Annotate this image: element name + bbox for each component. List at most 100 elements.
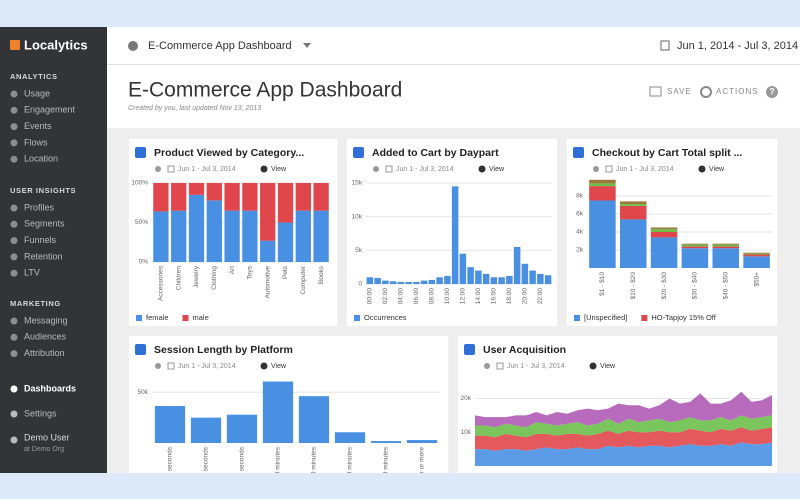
card-view[interactable]: View: [709, 166, 725, 173]
nav-icon[interactable]: [10, 139, 18, 147]
user-icon: [10, 436, 18, 444]
bottom-backdrop: [0, 473, 800, 499]
nav-icon[interactable]: [10, 90, 18, 98]
bar: [370, 441, 402, 443]
calendar-icon: [605, 165, 613, 173]
actions-button[interactable]: ACTIONS: [716, 87, 759, 96]
x-tick-label: 10 - 30 minutes: [347, 446, 354, 492]
x-tick-label: 18:00: [506, 288, 513, 305]
bar: [521, 263, 529, 284]
nav-item[interactable]: Messaging: [24, 315, 68, 325]
bar-segment: [295, 183, 311, 211]
bar-segment: [619, 205, 647, 220]
x-tick-label: 12:00: [460, 288, 467, 305]
y-tick-label: 2k: [576, 247, 584, 254]
app-selector[interactable]: E-Commerce App Dashboard: [148, 40, 292, 52]
bar: [444, 275, 451, 284]
view-icon[interactable]: [698, 165, 706, 173]
help-button[interactable]: ?: [769, 86, 775, 96]
nav-icon[interactable]: [10, 204, 18, 212]
bar-segment: [277, 222, 294, 262]
nav-item[interactable]: Engagement: [24, 105, 76, 115]
nav-item[interactable]: Events: [24, 121, 52, 131]
bar: [475, 270, 482, 284]
nav-icon[interactable]: [10, 237, 18, 245]
bar-segment: [743, 253, 770, 255]
nav-item[interactable]: Settings: [24, 408, 57, 418]
bar-segment: [681, 244, 709, 247]
card-view[interactable]: View: [489, 166, 505, 173]
card-icon: [353, 147, 364, 158]
nav-item[interactable]: Segments: [24, 219, 65, 229]
dropdown-caret[interactable]: [303, 43, 311, 48]
nav-item[interactable]: Profiles: [24, 202, 55, 212]
app-icon[interactable]: [128, 41, 138, 51]
view-icon[interactable]: [589, 362, 597, 370]
card-date: Jun 1 - Jul 3, 2014: [507, 363, 565, 370]
actions-icon[interactable]: [700, 86, 712, 98]
view-icon[interactable]: [260, 362, 268, 370]
date-range[interactable]: Jun 1, 2014 - Jul 3, 2014: [677, 40, 798, 52]
nav-icon[interactable]: [10, 333, 18, 341]
x-tick-label: 04:00: [398, 288, 405, 305]
help-icon[interactable]: [766, 86, 778, 98]
bar-segment: [206, 200, 222, 262]
info-icon: [593, 166, 599, 172]
x-tick-label: 0 seconds: [167, 446, 174, 476]
nav-item[interactable]: Dashboards: [24, 383, 76, 393]
nav-icon[interactable]: [10, 385, 18, 393]
nav-heading: USER INSIGHTS: [10, 186, 76, 195]
bar-segment: [206, 183, 222, 201]
nav-icon[interactable]: [10, 269, 18, 277]
nav-heading: MARKETING: [10, 299, 61, 308]
x-tick-label: 02:00: [382, 288, 389, 305]
legend-label: Occurrences: [364, 313, 407, 322]
view-icon[interactable]: [478, 165, 486, 173]
nav-icon[interactable]: [10, 220, 18, 228]
nav-item[interactable]: Usage: [24, 88, 50, 98]
topbar-border: [107, 64, 800, 65]
bar-segment: [295, 210, 311, 262]
card-view[interactable]: View: [271, 363, 287, 370]
x-tick-label: 06:00: [413, 288, 420, 305]
area: [475, 391, 772, 428]
save-button[interactable]: SAVE: [667, 87, 692, 96]
save-icon[interactable]: [649, 86, 662, 97]
card-date: Jun 1 - Jul 3, 2014: [616, 166, 674, 173]
nav-icon[interactable]: [10, 155, 18, 163]
nav-item[interactable]: Retention: [24, 251, 63, 261]
calendar-icon: [496, 362, 504, 370]
bar: [154, 405, 186, 443]
sidebar: [0, 27, 107, 473]
nav-icon[interactable]: [10, 123, 18, 131]
y-tick-label: 4k: [576, 229, 584, 236]
nav-item[interactable]: Audiences: [24, 332, 67, 342]
view-icon[interactable]: [260, 165, 268, 173]
bar-segment: [313, 210, 329, 262]
nav-icon[interactable]: [10, 350, 18, 358]
x-tick-label: $10 - $20: [630, 272, 637, 300]
nav-icon[interactable]: [10, 410, 18, 418]
nav-item[interactable]: LTV: [24, 268, 40, 278]
area: [475, 442, 772, 466]
card-view[interactable]: View: [271, 166, 287, 173]
widget-card: Session Length by Platform Jun 1 - Jul 3,…: [128, 335, 449, 492]
card-view[interactable]: View: [600, 363, 616, 370]
bar: [226, 414, 258, 443]
calendar-icon: [167, 362, 175, 370]
nav-icon[interactable]: [10, 253, 18, 261]
card-date: Jun 1 - Jul 3, 2014: [178, 363, 236, 370]
nav-item[interactable]: Attribution: [24, 348, 65, 358]
nav-item[interactable]: Location: [24, 154, 58, 164]
nav-item[interactable]: Flows: [24, 137, 48, 147]
dashboard-subtitle: Created by you, last updated Nov 13, 201…: [128, 105, 261, 112]
nav-icon[interactable]: [10, 106, 18, 114]
legend-swatch: [354, 315, 360, 321]
bar: [298, 396, 330, 443]
nav-icon[interactable]: [10, 317, 18, 325]
bar-segment: [224, 210, 240, 262]
bar-segment: [589, 200, 616, 268]
nav-item[interactable]: Funnels: [24, 235, 57, 245]
widget-card: User Acquisition Jun 1 - Jul 3, 2014 View 1…: [457, 335, 778, 473]
info-icon: [155, 166, 161, 172]
